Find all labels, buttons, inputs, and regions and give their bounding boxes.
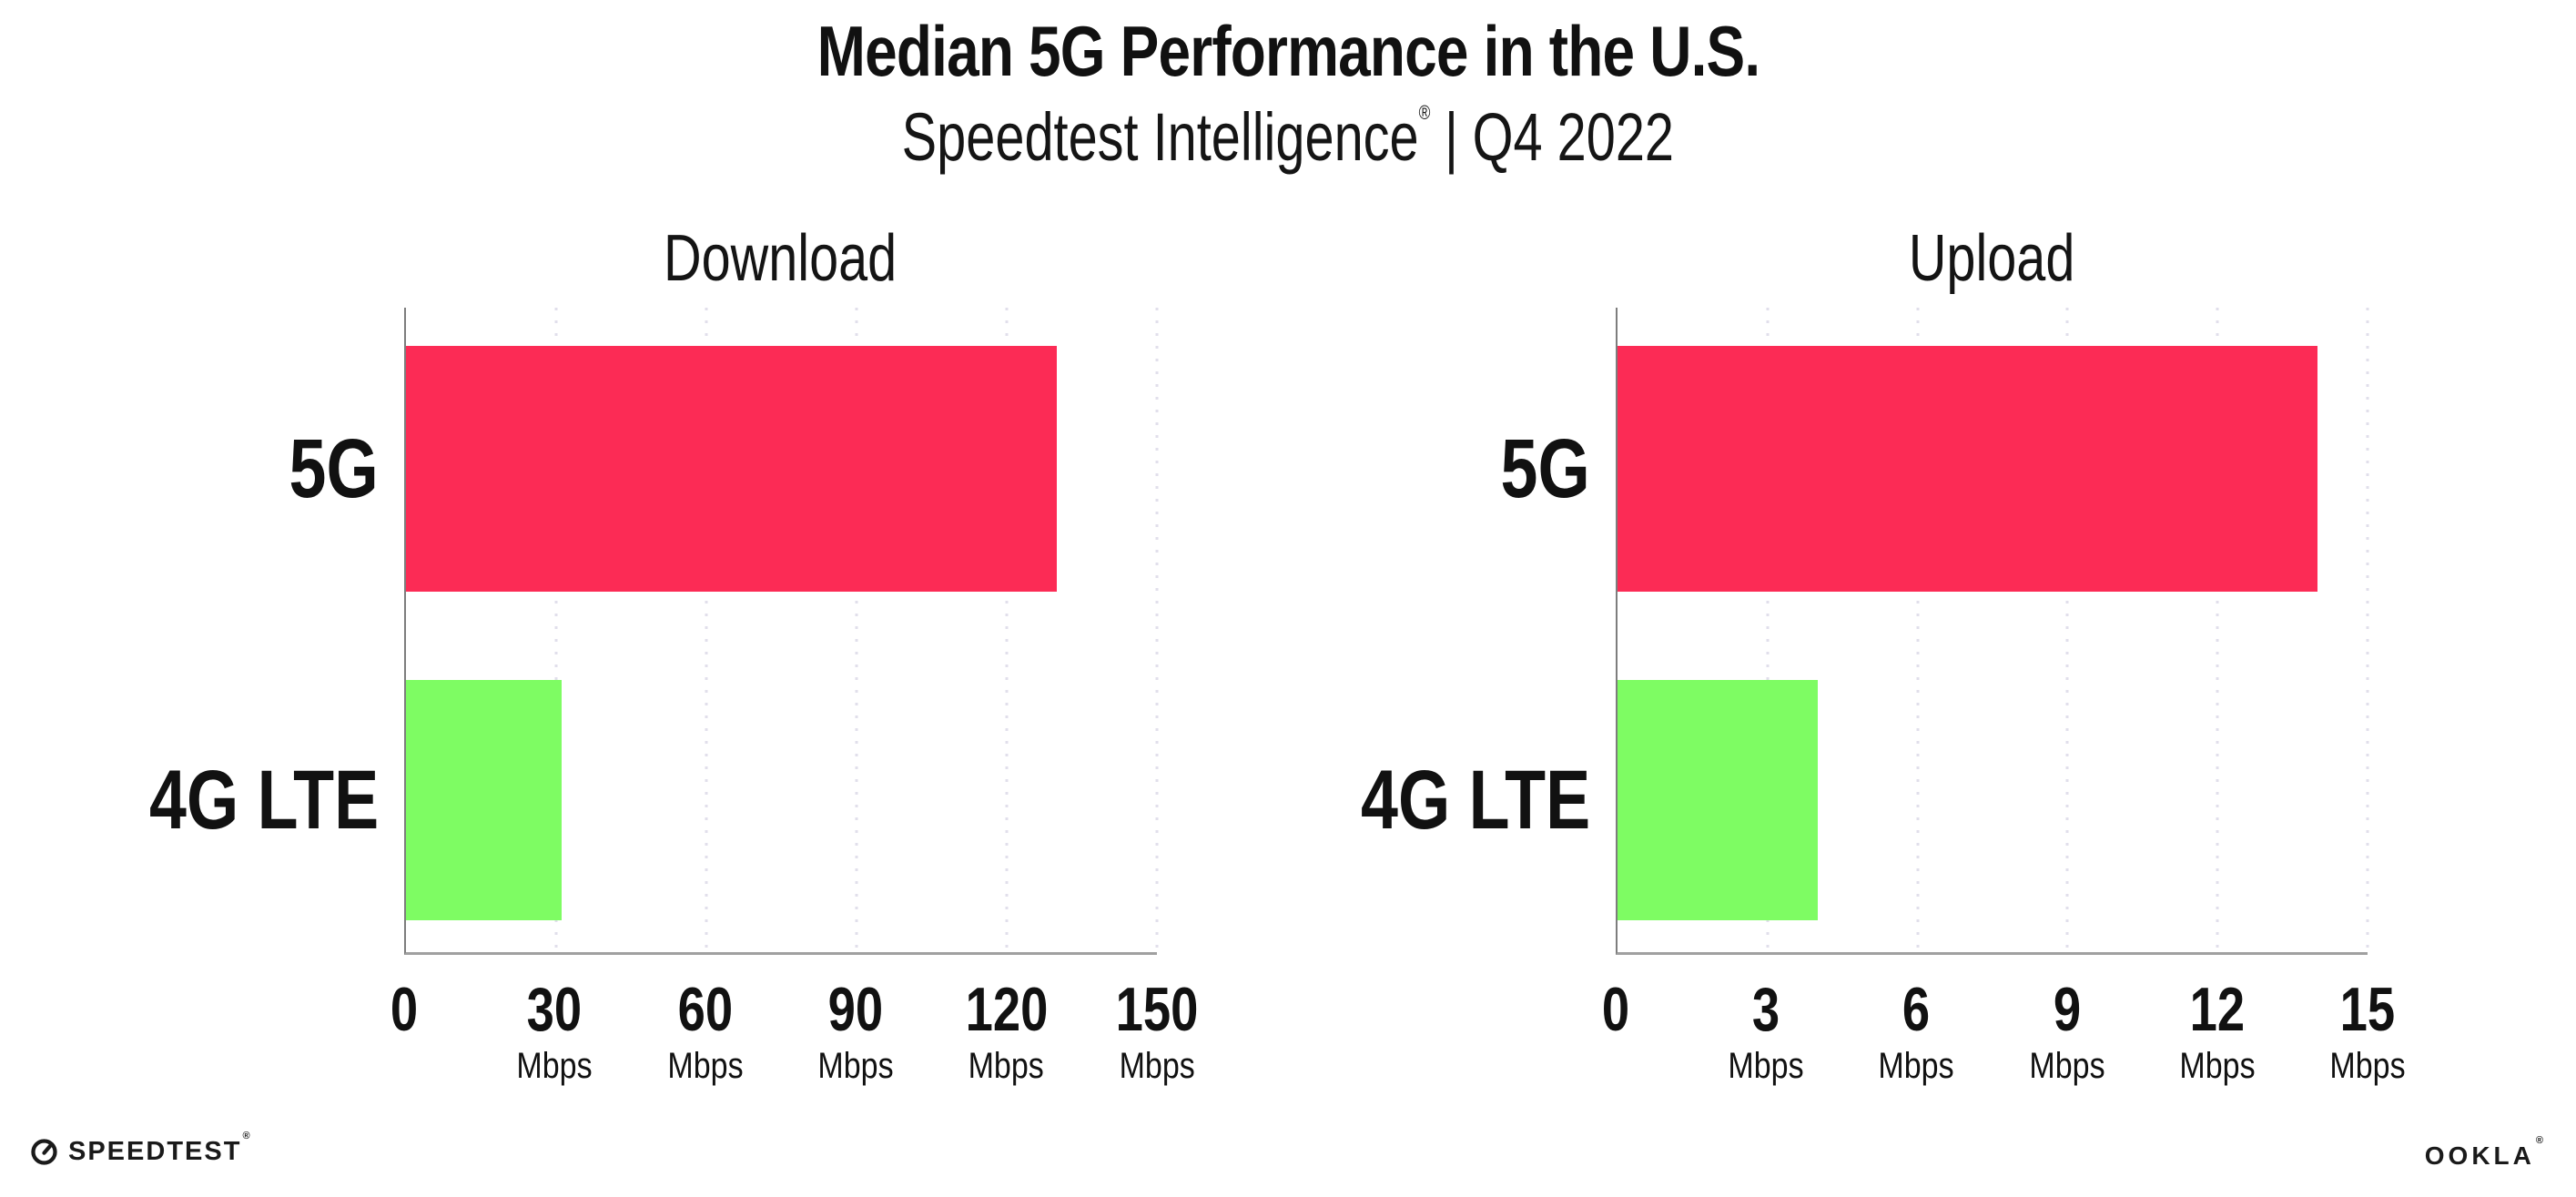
tick-label-download-30: 30 Mbps [510,955,599,1084]
speedtest-wordmark: SPEEDTEST® [68,1131,251,1166]
gridline-download-120 [1005,308,1009,952]
tick-label-download-90: 90 Mbps [811,955,900,1084]
subtitle-brand: Speedtest Intelligence [901,98,1419,175]
category-label-4g-lte: 4G LTE [148,754,379,847]
x-axis-ticks-download: 0 30 Mbps 60 Mbps 90 Mbps 120 Mbps 150 Mbps [390,955,1199,1137]
category-label-5g: 5G [1500,422,1590,515]
tick-unit: Mbps [667,1046,744,1086]
gridline-download-150 [1155,308,1159,952]
gridline-upload-12 [2216,308,2219,952]
tick-number: 120 [965,975,1048,1044]
tick-number: 150 [1115,975,1199,1044]
page-title: Median 5G Performance in the U.S. [0,11,2576,91]
registered-mark-icon: ® [1418,100,1431,124]
tick-number: 30 [527,975,583,1044]
category-label-5g: 5G [289,422,379,515]
gridline-download-90 [855,308,858,952]
bar-upload-4g-lte [1618,680,1818,920]
tick-label-upload-12: 12 Mbps [2173,955,2262,1084]
tick-number: 0 [1601,975,1630,1044]
tick-number: 60 [677,975,734,1044]
tick-unit: Mbps [2029,1046,2105,1086]
gridline-upload-9 [2065,308,2069,952]
subtitle-divider: | [1445,98,1459,175]
x-axis-ticks-upload: 0 3 Mbps 6 Mbps 9 Mbps 12 Mbps 15 Mbps [1602,955,2406,1137]
speedtest-logo: SPEEDTEST® [30,1131,251,1166]
speedtest-registered-mark-icon: ® [242,1131,252,1141]
gridline-upload-3 [1766,308,1770,952]
tick-number: 12 [2189,975,2246,1044]
tick-label-download-150: 150 Mbps [1105,955,1208,1084]
header: Median 5G Performance in the U.S. Speedt… [0,11,2576,175]
tick-label-upload-3: 3 Mbps [1721,955,1810,1084]
tick-unit: Mbps [2179,1046,2256,1086]
gridline-download-60 [705,308,708,952]
tick-unit: Mbps [516,1046,593,1086]
subtitle-period: Q4 2022 [1472,98,1675,175]
plot-area-upload: 5G 4G LTE [1361,308,2369,955]
bar-download-5g [406,346,1057,592]
speedtest-gauge-icon [31,1139,57,1165]
tick-label-upload-9: 9 Mbps [2023,955,2112,1084]
speedtest-label: SPEEDTEST [68,1137,242,1166]
tick-label-download-120: 120 Mbps [955,955,1058,1084]
tick-unit: Mbps [2329,1046,2406,1086]
tick-label-upload-15: 15 Mbps [2323,955,2412,1084]
page-title-text: Median 5G Performance in the U.S. [816,11,1760,91]
category-label-4g-lte: 4G LTE [1360,754,1590,847]
bar-download-4g-lte [406,680,562,920]
gridline-download-30 [554,308,558,952]
plot-area-download: 5G 4G LTE [149,308,1159,955]
ookla-logo: OOKLA® [2424,1136,2546,1170]
tick-unit: Mbps [817,1046,894,1086]
tick-label-upload-6: 6 Mbps [1871,955,1961,1084]
bar-upload-5g [1618,346,2318,592]
chart-title-upload: Upload [1616,221,2368,296]
tick-number: 3 [1752,975,1780,1044]
chart-title-text-download: Download [664,222,898,295]
chart-title-text-upload: Upload [1908,222,2075,295]
tick-unit: Mbps [1878,1046,1954,1086]
tick-number: 90 [827,975,884,1044]
tick-label-download-0: 0 [387,955,421,1040]
tick-label-download-60: 60 Mbps [661,955,750,1084]
page-subtitle-text: Speedtest Intelligence® | Q4 2022 [901,98,1675,175]
tick-unit: Mbps [1119,1046,1195,1086]
tick-unit: Mbps [969,1046,1045,1086]
page-subtitle: Speedtest Intelligence® | Q4 2022 [0,98,2576,175]
tick-label-upload-0: 0 [1598,955,1633,1040]
ookla-wordmark: OOKLA [2424,1141,2535,1170]
tick-number: 15 [2339,975,2396,1044]
tick-unit: Mbps [1728,1046,1804,1086]
tick-number: 6 [1902,975,1931,1044]
ookla-registered-mark-icon: ® [2535,1135,2547,1146]
chart-title-download: Download [404,221,1157,296]
gridline-upload-6 [1916,308,1920,952]
gridline-upload-15 [2366,308,2369,952]
tick-number: 0 [390,975,419,1044]
tick-number: 9 [2053,975,2081,1044]
